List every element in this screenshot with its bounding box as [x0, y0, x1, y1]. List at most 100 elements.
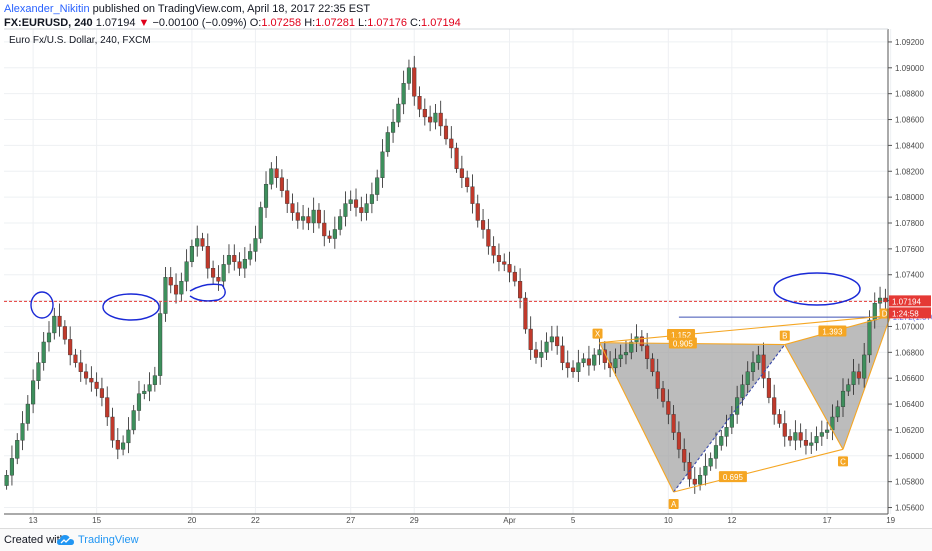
candle-body — [788, 436, 793, 441]
pattern-point-badge — [592, 328, 603, 339]
candle — [703, 453, 708, 486]
candle — [840, 378, 846, 417]
candle-body — [158, 313, 163, 376]
candle-body — [31, 380, 36, 405]
candle — [507, 251, 512, 283]
candle — [422, 98, 427, 126]
candle-body — [856, 371, 861, 379]
candle-body — [840, 390, 846, 407]
candle-body — [237, 261, 242, 269]
candle — [152, 366, 157, 392]
candle-body — [692, 478, 697, 485]
candle — [782, 410, 787, 447]
candle — [486, 218, 491, 255]
pattern-triangle-xab — [599, 342, 785, 493]
candle-body — [496, 255, 501, 262]
pattern-point-label: B — [782, 332, 787, 341]
candle-body — [835, 406, 840, 418]
candle — [645, 332, 650, 370]
candle — [491, 236, 496, 264]
candle — [343, 191, 348, 227]
candle — [851, 359, 856, 395]
candle-body — [168, 277, 173, 286]
candle-body — [772, 397, 777, 415]
candle-body — [338, 216, 343, 230]
x-axis-tick-label: 5 — [571, 516, 576, 525]
candle-body — [592, 354, 597, 366]
candle — [173, 273, 179, 304]
candle — [78, 349, 83, 382]
candle — [248, 243, 253, 266]
candle — [433, 103, 438, 130]
candle — [232, 244, 237, 271]
candle — [327, 230, 332, 243]
pattern-ratio-label: 0.905 — [673, 340, 694, 349]
candle-body — [803, 440, 809, 446]
candle-body — [703, 465, 708, 476]
candle-body — [353, 199, 359, 208]
candle-body — [809, 442, 814, 446]
candle — [115, 428, 120, 460]
close-value: 1.07194 — [421, 17, 461, 29]
candle — [396, 97, 401, 128]
candle — [9, 445, 14, 486]
candle-body — [322, 222, 327, 237]
candle — [650, 353, 655, 377]
candle-body — [814, 436, 819, 444]
candle — [179, 272, 184, 301]
candle-body — [78, 362, 83, 372]
candle-body — [290, 203, 295, 213]
candle — [253, 225, 258, 262]
chart-header-line2: FX:EURUSD, 240 1.07194 ▼ −0.00100 (−0.09… — [4, 17, 461, 29]
candle-body — [570, 367, 576, 372]
candle — [62, 320, 67, 345]
candle-body — [94, 381, 99, 389]
pattern-point-badge — [838, 456, 849, 467]
candle — [862, 342, 867, 388]
pattern-point-badge — [779, 330, 790, 341]
candle-body — [470, 186, 475, 204]
candle — [740, 374, 745, 406]
candle — [301, 205, 306, 230]
candle-body — [618, 354, 623, 360]
y-axis-tick-label: 1.09200 — [895, 38, 924, 47]
candle — [660, 380, 666, 408]
candle-body — [115, 440, 120, 450]
chart-header-line1: Alexander_Nikitin published on TradingVi… — [4, 3, 370, 15]
candle — [359, 196, 364, 222]
x-axis-tick-label: 10 — [664, 516, 673, 525]
candle-body — [698, 475, 703, 485]
author-link[interactable]: Alexander_Nikitin — [4, 3, 90, 15]
candle — [99, 377, 104, 407]
candle-body — [121, 442, 126, 450]
candle-body — [406, 67, 411, 84]
candle — [36, 352, 41, 390]
candle — [57, 303, 62, 337]
open-label: O: — [249, 17, 262, 29]
candle-body — [83, 371, 89, 379]
tradingview-brand-link[interactable]: TradingView — [78, 534, 139, 546]
candle — [401, 70, 406, 115]
candle — [735, 385, 740, 424]
candle — [713, 432, 719, 469]
candle — [412, 55, 417, 106]
candle-body — [735, 397, 740, 415]
candle — [391, 109, 396, 143]
y-axis-tick-label: 1.07800 — [895, 219, 924, 228]
candle — [369, 182, 374, 214]
candle — [814, 426, 819, 451]
candle-body — [523, 297, 528, 330]
candle-body — [62, 326, 67, 340]
candle-body — [745, 371, 750, 385]
candle — [613, 348, 618, 377]
candle — [68, 326, 73, 366]
candle-body — [629, 341, 634, 353]
candle-body — [179, 281, 184, 295]
price-chart[interactable]: 1.272(1.07072)XABCD1.1520.9051.3930.695 … — [0, 0, 932, 528]
candle — [89, 366, 94, 392]
candle — [465, 170, 470, 193]
candle-body — [428, 116, 433, 123]
candle-body — [676, 432, 681, 450]
candle-body — [327, 235, 332, 239]
x-axis-tick-label: 17 — [823, 516, 832, 525]
